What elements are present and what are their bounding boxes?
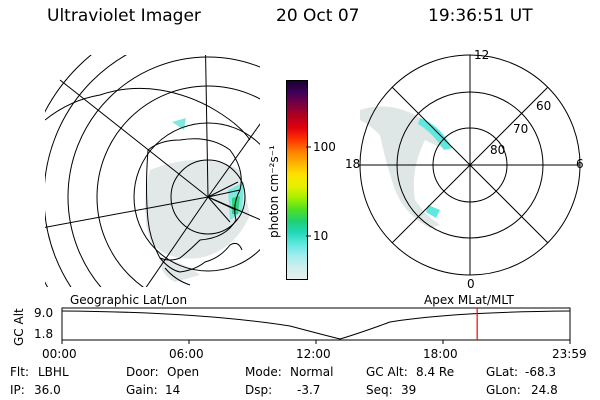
meta-mode: Normal	[290, 365, 334, 379]
meta-glat-label: GLat:	[486, 365, 519, 379]
meta-door: Open	[167, 365, 200, 379]
timeline-xtick-2359: 23:59	[552, 347, 587, 361]
meta-glat: -68.3	[525, 365, 557, 379]
meta-ip-label: IP:	[10, 383, 25, 397]
meta-door-label: Door:	[126, 365, 159, 379]
orbit-altitude-curve	[61, 310, 571, 340]
meta-dsp: -3.7	[297, 383, 321, 397]
mlt-label-18: 18	[345, 157, 361, 171]
observation-date: 20 Oct 07	[276, 6, 360, 26]
geographic-map-label: Geographic Lat/Lon	[70, 293, 188, 307]
meta-gain: 14	[165, 383, 181, 397]
observation-time: 19:36:51 UT	[428, 6, 533, 26]
mlt-label-0: 0	[467, 277, 475, 291]
meta-ip: 36.0	[34, 383, 61, 397]
timeline-xtick-0600: 06:00	[169, 347, 204, 361]
colorbar-tick-10: 10	[313, 229, 329, 243]
colorbar	[286, 80, 308, 280]
colorbar-tick-100: 100	[313, 140, 336, 154]
mlt-label-12: 12	[474, 48, 490, 62]
meta-dsp-label: Dsp:	[245, 383, 273, 397]
timeline-xtick-0000: 00:00	[42, 347, 77, 361]
meta-seq-label: Seq:	[366, 383, 393, 397]
mlat-label-60: 60	[536, 99, 552, 113]
mlat-label-70: 70	[513, 122, 529, 136]
meta-mode-label: Mode:	[245, 365, 282, 379]
colorbar-gradient	[287, 81, 307, 279]
meta-glon-label: GLon:	[486, 383, 521, 397]
meta-seq: 39	[401, 383, 417, 397]
meta-gcalt-label: GC Alt:	[366, 365, 408, 379]
timeline-ytick-low: 1.8	[34, 327, 54, 341]
timeline-ytick-high: 9.0	[34, 306, 54, 320]
instrument-title: Ultraviolet Imager	[47, 6, 201, 26]
meta-flt: LBHL	[38, 365, 69, 379]
timeline-xtick-1800: 18:00	[423, 347, 458, 361]
meta-gain-label: Gain:	[126, 383, 158, 397]
meta-gcalt: 8.4 Re	[416, 365, 455, 379]
mlt-label-6: 6	[576, 157, 584, 171]
meta-glon: 24.8	[531, 383, 558, 397]
left-auroral-emission	[145, 160, 250, 282]
apex-map-label: Apex MLat/MLT	[424, 293, 514, 307]
right-auroral-emission	[360, 106, 452, 228]
mlat-label-80: 80	[490, 143, 506, 157]
meta-flt-label: Flt:	[10, 365, 29, 379]
timeline-xtick-1200: 12:00	[296, 347, 331, 361]
